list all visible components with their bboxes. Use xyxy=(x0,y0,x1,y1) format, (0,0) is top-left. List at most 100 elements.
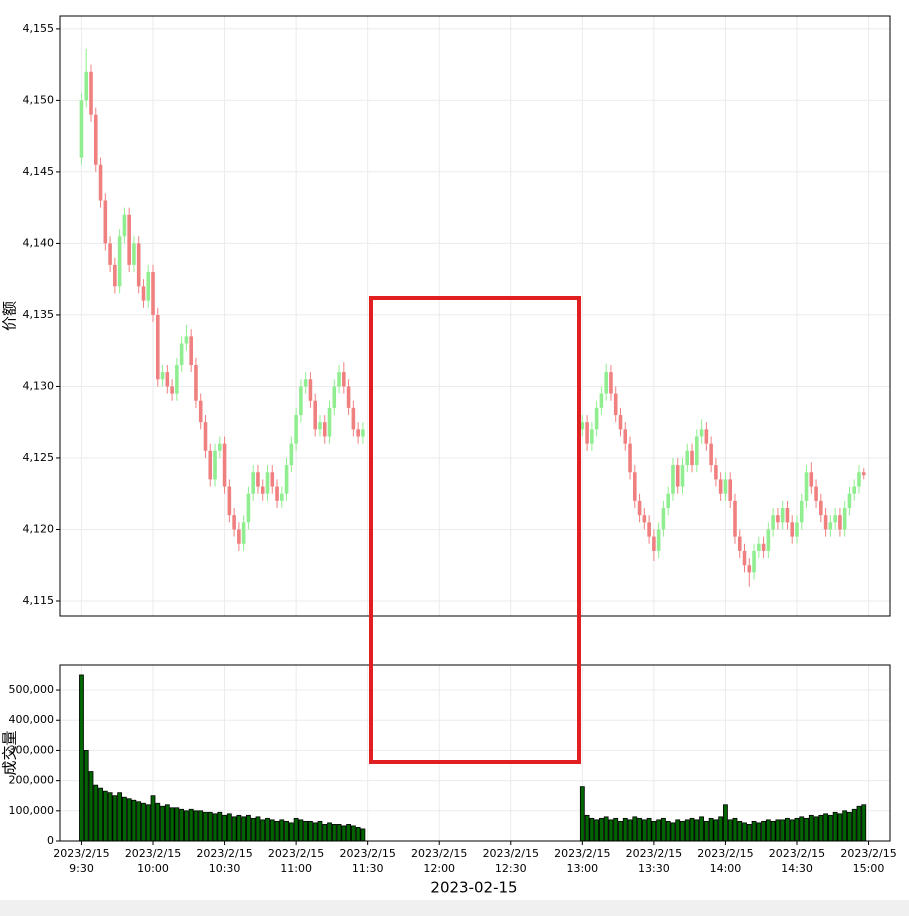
candle-body xyxy=(752,550,756,573)
bar xyxy=(856,805,862,842)
bar xyxy=(579,786,585,842)
bar xyxy=(594,819,600,842)
bar xyxy=(203,811,208,842)
candle-body xyxy=(213,450,217,480)
bar xyxy=(785,817,790,842)
bar xyxy=(231,816,237,842)
bar xyxy=(284,820,289,842)
candle-body xyxy=(179,343,184,365)
candle-body xyxy=(647,522,651,537)
candle-body xyxy=(208,450,213,480)
bar xyxy=(713,819,719,842)
bar xyxy=(651,820,657,842)
bar xyxy=(150,795,156,842)
candle-body xyxy=(652,536,656,551)
bar xyxy=(317,820,323,842)
candle-body xyxy=(761,543,766,551)
bar xyxy=(656,819,662,842)
y-axis-title: 价额 xyxy=(1,301,19,331)
bar xyxy=(746,823,752,842)
bar xyxy=(107,792,113,842)
bar xyxy=(360,828,366,842)
candle-body xyxy=(117,236,122,287)
candle-body xyxy=(251,472,255,494)
bar xyxy=(804,817,809,842)
candle-body xyxy=(766,529,771,551)
candle-body xyxy=(828,522,833,530)
bar xyxy=(98,787,103,842)
bar xyxy=(188,808,194,842)
candle-body xyxy=(113,264,117,287)
bar xyxy=(751,820,757,842)
candle-body xyxy=(127,214,131,265)
candle-body xyxy=(84,71,89,101)
candle-body xyxy=(280,493,284,501)
y-tick-label: 4,115 xyxy=(23,594,55,607)
candle-body xyxy=(819,500,823,516)
x-tick-label: 2023/2/15 10:00 xyxy=(125,847,181,875)
candle-body xyxy=(733,500,737,537)
plot-frame xyxy=(59,664,891,842)
bar xyxy=(293,817,299,842)
bar xyxy=(847,811,852,842)
bar xyxy=(689,817,695,842)
candle-body xyxy=(780,508,785,523)
bar xyxy=(818,814,824,842)
candle-body xyxy=(709,443,713,466)
bar xyxy=(288,822,294,842)
candle-body xyxy=(194,364,198,401)
candle-body xyxy=(585,422,589,444)
candle-body xyxy=(217,443,222,451)
bar xyxy=(350,825,356,842)
bar xyxy=(718,816,724,842)
bar xyxy=(179,808,185,842)
bar xyxy=(265,817,270,842)
bar xyxy=(274,820,280,842)
candle-body xyxy=(356,429,360,437)
candle-body xyxy=(718,479,723,494)
candle-body xyxy=(322,422,327,437)
bar xyxy=(861,804,867,842)
candle-body xyxy=(275,486,279,501)
bar xyxy=(770,820,776,842)
candle-body xyxy=(833,515,837,523)
x-tick-label: 2023/2/15 11:30 xyxy=(339,847,395,875)
candle-body xyxy=(723,479,728,494)
bar xyxy=(269,819,275,842)
bar xyxy=(661,817,666,842)
bar xyxy=(346,823,351,842)
candle-body xyxy=(98,164,103,201)
candle-body xyxy=(170,386,174,394)
candle-body xyxy=(823,515,828,530)
bar xyxy=(761,820,766,842)
bar xyxy=(160,805,165,842)
candle-body xyxy=(656,529,661,551)
candle-body xyxy=(695,436,699,466)
candle-body xyxy=(337,372,341,387)
y-axis-title: 成交量 xyxy=(1,730,19,775)
bar xyxy=(765,819,771,842)
bar xyxy=(279,819,285,842)
x-tick-label: 2023/2/15 10:30 xyxy=(196,847,252,875)
candle-body xyxy=(132,243,136,265)
candle-body xyxy=(637,500,642,516)
candle-body xyxy=(308,379,313,401)
candle-body xyxy=(122,214,127,237)
candle-body xyxy=(776,515,780,523)
bar xyxy=(327,822,332,842)
bar xyxy=(665,820,671,842)
candle-body xyxy=(795,522,799,537)
bar xyxy=(246,814,251,842)
bar xyxy=(808,814,814,842)
candle-body xyxy=(184,336,189,344)
bar xyxy=(164,804,170,842)
bar xyxy=(155,802,161,842)
candle-body xyxy=(93,114,98,165)
candle-body xyxy=(804,472,809,501)
bar xyxy=(117,792,123,842)
candle-body xyxy=(342,372,346,387)
y-tick-label: 4,155 xyxy=(23,22,55,35)
candle-body xyxy=(604,372,608,394)
candle-body xyxy=(160,372,165,380)
bar xyxy=(813,816,819,842)
